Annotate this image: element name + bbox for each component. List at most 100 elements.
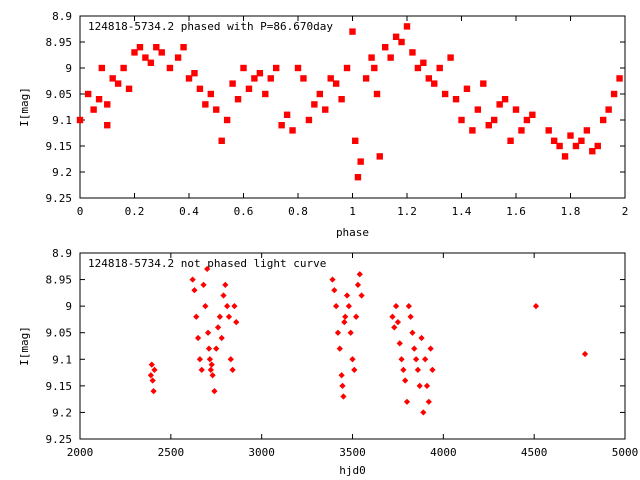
x-tick-label: 2500 xyxy=(158,446,185,459)
data-point xyxy=(213,106,220,113)
data-point xyxy=(98,64,105,72)
data-point xyxy=(354,281,362,288)
data-point xyxy=(150,388,157,395)
data-point xyxy=(331,287,338,294)
data-point xyxy=(125,85,133,92)
data-point xyxy=(343,292,351,299)
y-axis-label: I[mag] xyxy=(18,326,31,366)
data-point xyxy=(193,313,200,320)
data-point xyxy=(392,33,400,40)
data-point xyxy=(218,137,225,144)
data-point xyxy=(414,64,422,72)
data-point xyxy=(196,85,204,92)
data-point xyxy=(185,75,193,82)
data-point xyxy=(400,366,407,374)
data-point xyxy=(166,64,174,72)
data-point xyxy=(214,324,222,331)
x-axis-label: hjd0 xyxy=(339,464,366,477)
data-point xyxy=(403,23,411,30)
data-point xyxy=(373,90,381,98)
data-point xyxy=(436,64,443,72)
y-tick-label: 8.95 xyxy=(46,36,73,49)
data-point xyxy=(332,80,340,87)
x-tick-label: 2000 xyxy=(67,446,94,459)
x-axis-label: phase xyxy=(336,226,369,239)
data-point xyxy=(213,345,220,352)
data-point xyxy=(174,54,182,61)
data-point xyxy=(474,106,482,113)
data-point xyxy=(76,116,84,124)
y-tick-label: 9.05 xyxy=(46,88,73,101)
plot-frame xyxy=(79,252,626,440)
data-point xyxy=(95,96,103,103)
data-point xyxy=(342,313,349,320)
data-point xyxy=(411,345,418,352)
x-tick-label: 2 xyxy=(622,205,629,218)
data-point xyxy=(507,137,514,144)
data-point xyxy=(469,127,476,134)
data-point xyxy=(349,28,356,35)
x-tick-label: 0.4 xyxy=(179,205,199,218)
data-point xyxy=(583,127,591,134)
x-tick-label: 0.8 xyxy=(288,205,308,218)
data-point xyxy=(278,122,285,129)
y-tick-label: 9.15 xyxy=(46,140,73,153)
data-point xyxy=(204,265,211,273)
data-point xyxy=(316,90,323,98)
data-point xyxy=(567,132,574,139)
data-point xyxy=(362,75,370,82)
data-point xyxy=(409,329,416,336)
data-point xyxy=(273,64,280,72)
data-point xyxy=(452,96,460,103)
data-point xyxy=(550,137,558,144)
x-tick-label: 4000 xyxy=(430,446,457,459)
data-point xyxy=(343,64,351,72)
data-point xyxy=(485,122,492,129)
data-point xyxy=(202,101,209,108)
data-point xyxy=(311,101,318,108)
data-point xyxy=(391,324,398,331)
data-point xyxy=(267,75,274,82)
data-point xyxy=(153,44,160,51)
data-point xyxy=(616,75,623,82)
data-point xyxy=(396,340,403,347)
data-point xyxy=(205,345,213,352)
data-point xyxy=(191,70,198,77)
data-point xyxy=(441,90,449,98)
data-point xyxy=(423,382,431,389)
data-point xyxy=(109,75,116,82)
x-tick-label: 1 xyxy=(349,205,356,218)
data-point xyxy=(211,388,218,395)
data-point xyxy=(351,366,358,374)
data-point xyxy=(431,80,438,87)
data-point xyxy=(220,292,227,299)
data-point xyxy=(354,174,362,181)
data-point xyxy=(147,59,155,66)
data-point xyxy=(371,64,378,72)
data-point xyxy=(104,101,111,108)
data-point xyxy=(427,345,434,352)
data-point xyxy=(208,361,215,368)
data-point xyxy=(422,356,429,363)
data-point xyxy=(610,90,618,98)
data-point xyxy=(147,372,154,379)
data-point xyxy=(148,361,155,368)
data-point xyxy=(392,303,400,310)
y-tick-label: 9 xyxy=(65,300,72,313)
data-point xyxy=(142,54,149,61)
data-point xyxy=(204,329,212,336)
data-point xyxy=(256,70,264,77)
data-point xyxy=(218,334,225,342)
x-tick-label: 1.4 xyxy=(452,205,472,218)
data-point xyxy=(394,318,402,326)
data-point xyxy=(414,366,422,374)
data-point xyxy=(572,142,580,150)
data-point xyxy=(389,313,396,320)
data-point xyxy=(416,382,423,389)
data-point xyxy=(322,106,329,113)
data-point xyxy=(578,137,585,144)
data-point xyxy=(336,345,343,352)
data-point xyxy=(196,356,204,363)
data-point xyxy=(405,303,412,310)
data-point xyxy=(340,393,347,400)
